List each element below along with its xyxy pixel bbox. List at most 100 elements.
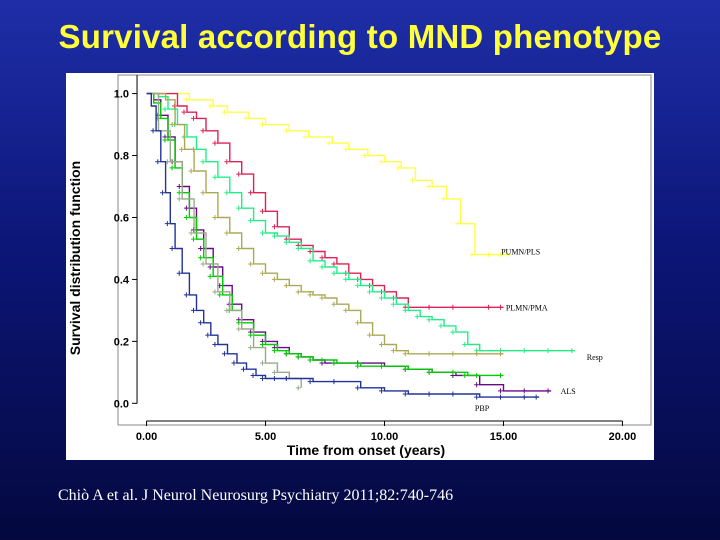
x-tick-label: 0.00 [136, 431, 157, 443]
censor-mark [169, 122, 175, 128]
censor-mark [343, 146, 349, 152]
censor-mark [212, 174, 218, 180]
censor-mark [183, 292, 189, 298]
series-layer [146, 92, 575, 400]
censor-mark [224, 190, 230, 196]
censor-mark [379, 341, 384, 347]
y-axis-label: Survival distribution function [67, 161, 83, 355]
censor-mark [191, 236, 197, 242]
series-label-pumn-pls: PUMN/PLS [501, 248, 540, 257]
censor-mark [205, 332, 211, 338]
censor-mark [224, 230, 230, 236]
censor-mark [414, 314, 420, 320]
censor-mark [307, 379, 313, 385]
censor-mark [307, 292, 313, 298]
censor-mark [191, 115, 197, 121]
censor-mark [367, 332, 373, 338]
censor-mark [176, 270, 182, 276]
censor-mark [355, 385, 361, 391]
censor-mark [283, 239, 289, 245]
censor-mark [248, 218, 254, 224]
censor-mark [462, 372, 468, 378]
y-tick-label: 1.0 [114, 89, 129, 101]
censor-mark [198, 320, 204, 326]
censor-mark [440, 196, 446, 202]
censor-mark [521, 394, 527, 400]
censor-mark [183, 214, 189, 220]
censor-mark [236, 245, 242, 251]
censor-mark [402, 307, 408, 313]
censor-mark [212, 289, 218, 295]
censor-mark [505, 252, 511, 258]
censor-mark [236, 171, 242, 177]
censor-mark [207, 103, 213, 109]
y-tick-label: 0.4 [114, 274, 130, 286]
censor-mark [160, 190, 166, 196]
censor-mark [200, 159, 206, 165]
censor-mark [379, 295, 384, 301]
censor-mark [307, 249, 313, 255]
survival-curve-resp [146, 92, 575, 352]
censor-mark [188, 230, 194, 236]
censor-mark [402, 366, 408, 372]
censor-mark [271, 369, 277, 375]
censor-mark [162, 137, 168, 143]
survival-curve-grey-cohort [146, 92, 302, 388]
censor-mark [462, 341, 468, 347]
censor-mark [183, 205, 189, 211]
censor-mark [198, 245, 204, 251]
censor-mark [355, 363, 361, 369]
censor-mark [150, 128, 156, 134]
censor-mark [271, 348, 277, 354]
censor-mark [331, 301, 337, 307]
censor-mark [307, 357, 313, 363]
axis-layer: 0.0 0.2 0.4 0.6 0.8 1.0 0.00 5.00 10.00 15.00 20.0… [114, 75, 636, 443]
censor-mark [497, 372, 503, 378]
censor-mark [331, 379, 337, 385]
censor-mark [169, 245, 175, 251]
censor-mark [207, 273, 213, 279]
censor-mark [319, 264, 325, 270]
citation-text: Chiò A et al. J Neurol Neurosurg Psychia… [58, 487, 454, 504]
censor-mark [497, 304, 503, 310]
censor-mark [486, 252, 492, 258]
censor-mark [455, 221, 461, 227]
censor-mark [331, 261, 337, 267]
survival-chart: 0.0 0.2 0.4 0.6 0.8 1.0 0.00 5.00 10.00 15.00 20.0… [66, 73, 654, 460]
censor-mark [162, 106, 168, 112]
censor-mark [179, 146, 185, 152]
survival-chart-panel: 0.0 0.2 0.4 0.6 0.8 1.0 0.00 5.00 10.00 15.00 20.0… [66, 73, 654, 460]
censor-mark [426, 351, 432, 357]
censor-mark [426, 369, 432, 375]
censor-mark [283, 283, 289, 289]
x-tick-label: 15.00 [490, 431, 518, 443]
censor-mark [474, 394, 480, 400]
censor-mark [569, 348, 575, 354]
censor-mark [319, 295, 325, 301]
censor-mark [390, 301, 396, 307]
censor-mark [260, 270, 266, 276]
censor-mark [302, 134, 308, 140]
censor-mark [295, 289, 301, 295]
censor-mark [212, 214, 218, 220]
censor-mark [497, 351, 503, 357]
censor-mark [271, 233, 277, 239]
censor-mark [243, 115, 249, 121]
censor-mark [355, 320, 361, 326]
censor-mark [271, 224, 277, 230]
plot-area-frame [117, 74, 652, 426]
censor-mark [260, 360, 266, 366]
censor-mark [497, 252, 503, 258]
censor-mark [260, 230, 266, 236]
censor-mark [331, 270, 337, 276]
censor-mark [402, 351, 408, 357]
censor-mark [224, 159, 230, 165]
censor-mark [450, 369, 456, 375]
censor-mark [260, 122, 266, 128]
censor-mark [402, 391, 408, 397]
censor-mark [207, 264, 213, 270]
censor-mark [390, 348, 396, 354]
censor-mark [426, 391, 432, 397]
censor-mark [521, 388, 527, 394]
survival-curve-olive-cohort [146, 92, 504, 355]
